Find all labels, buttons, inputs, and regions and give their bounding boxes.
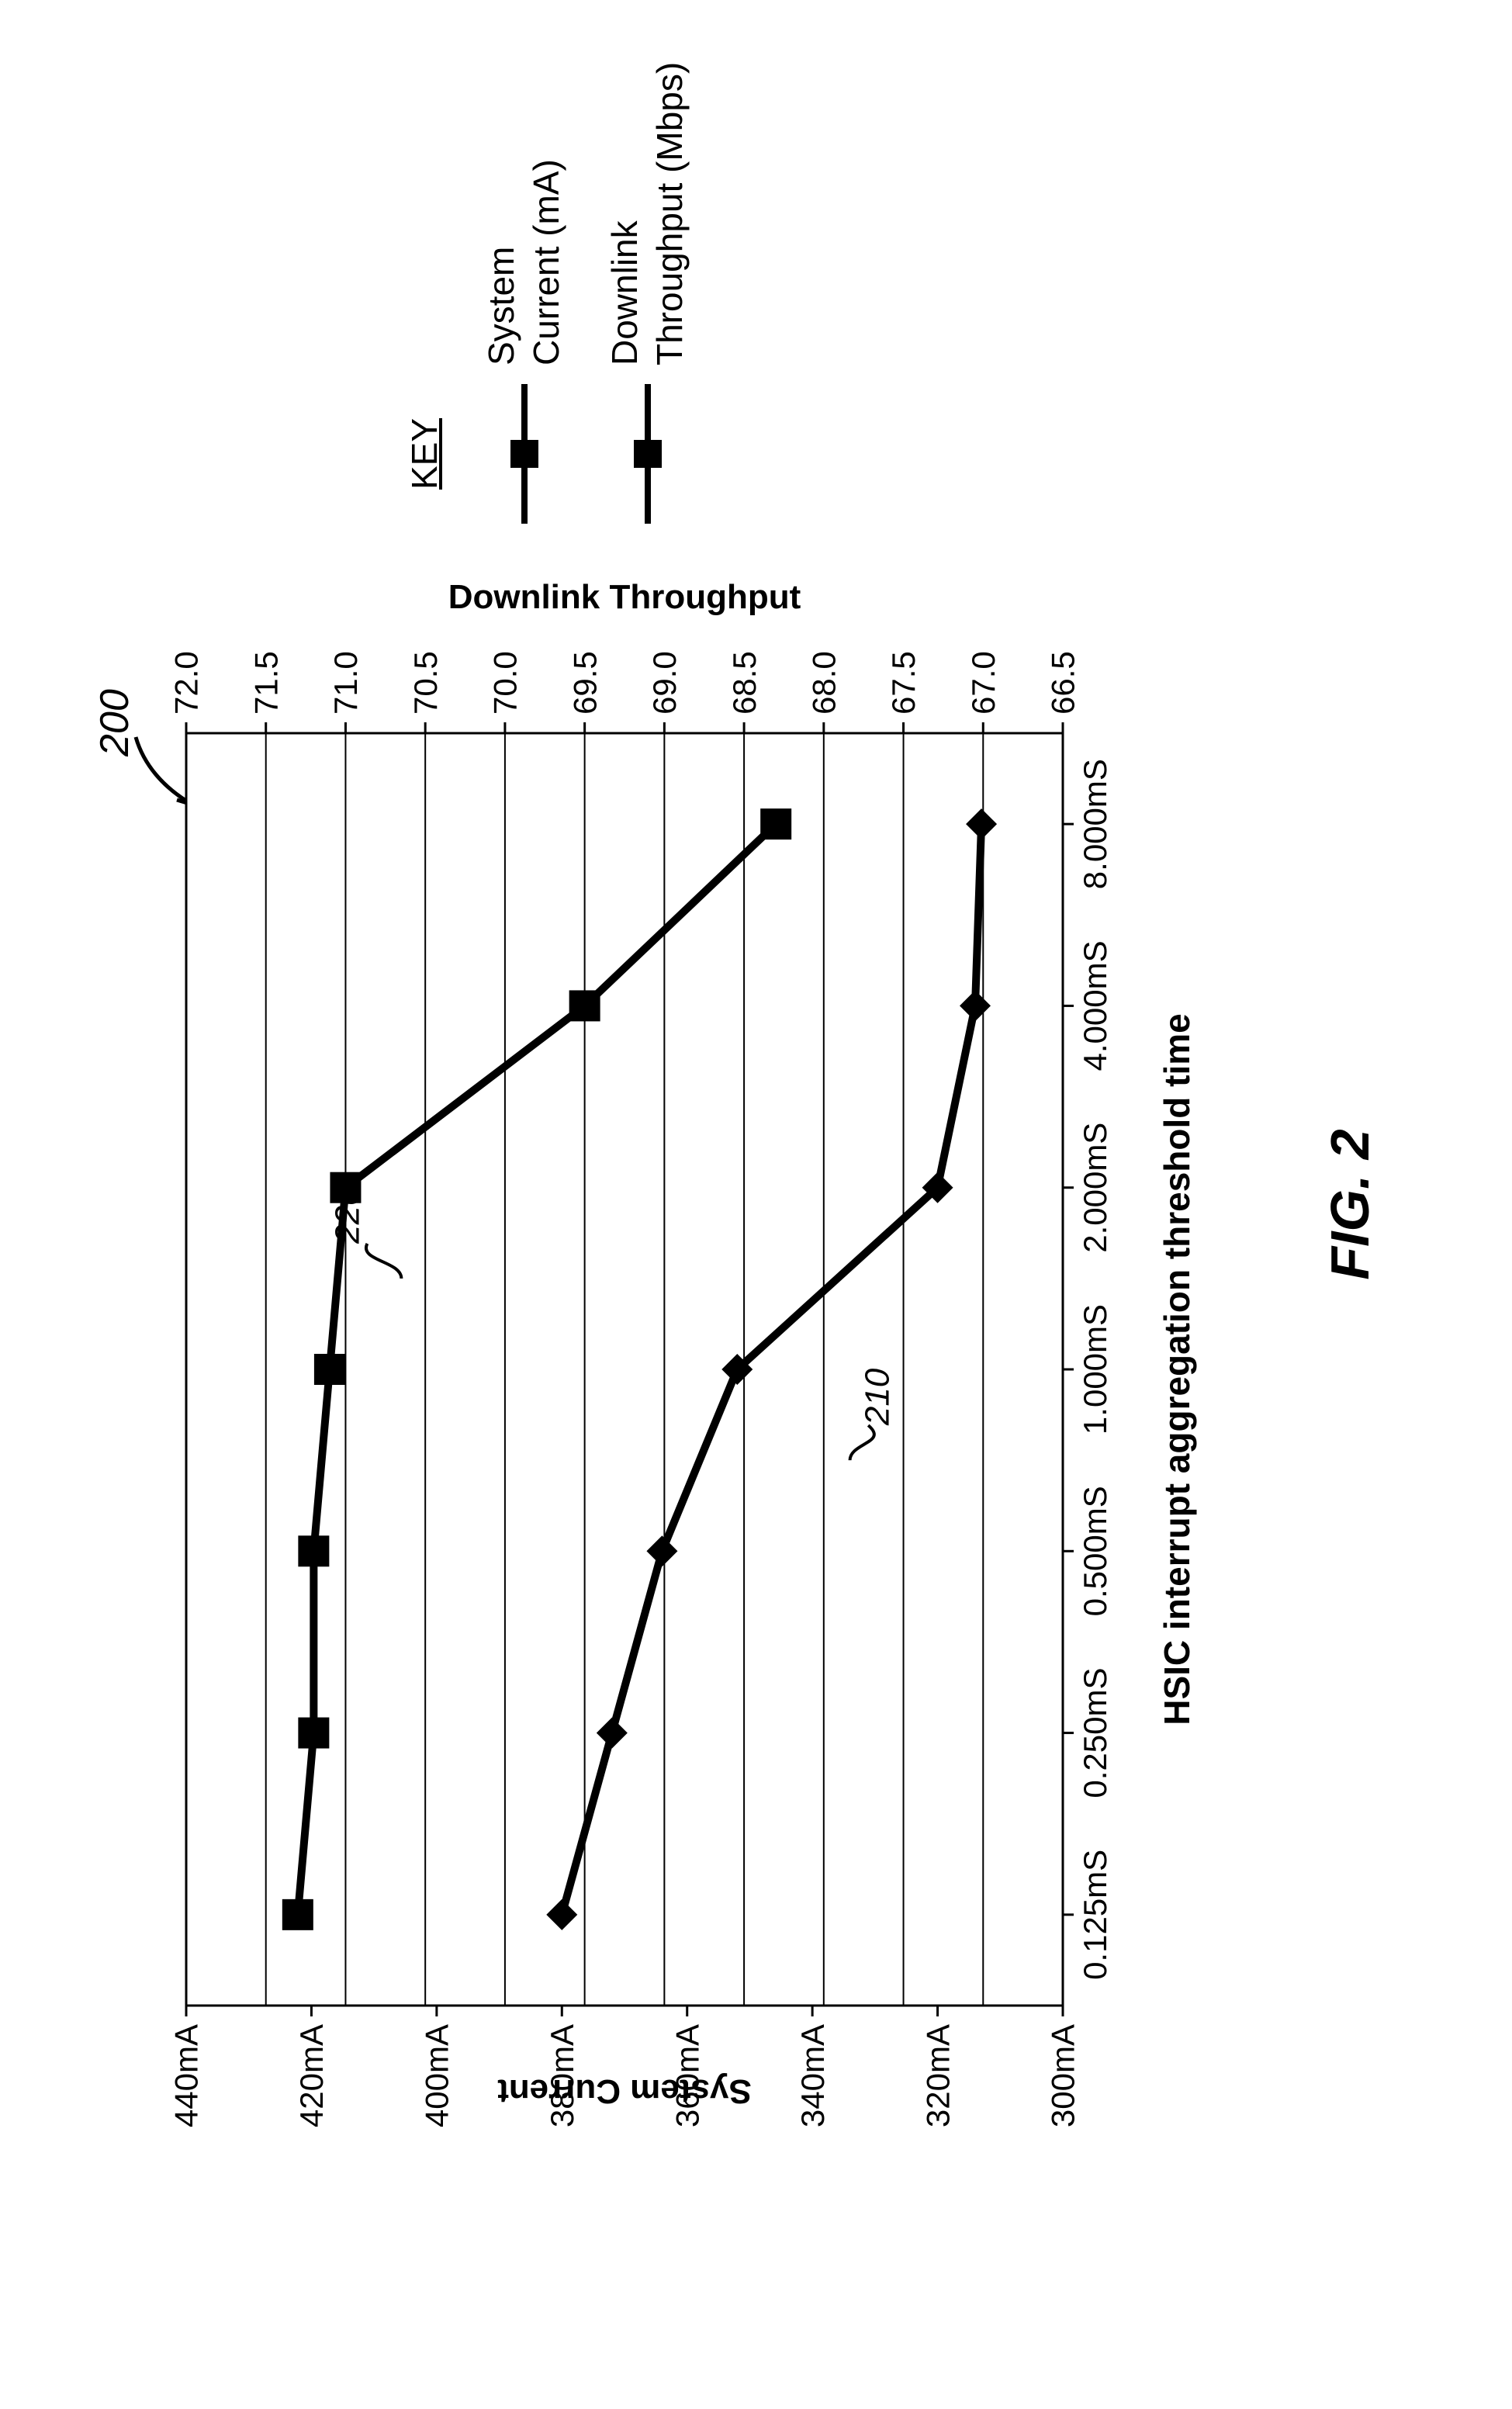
svg-text:67.0: 67.0 [965, 651, 1002, 715]
legend-item-downlink-throughput: Downlink Throughput (Mbps) [603, 27, 692, 524]
chart: 300mA320mA340mA360mA380mA400mA420mA440mA… [0, 0, 1512, 2409]
svg-text:1.000mS: 1.000mS [1077, 1304, 1113, 1435]
legend-label-system-current: System Current (mA) [479, 159, 569, 365]
legend-label-downlink-throughput: Downlink Throughput (Mbps) [603, 62, 692, 365]
legend-title-text: KEY [404, 418, 445, 490]
legend-swatch-diamond [509, 384, 540, 524]
y-right-axis-title: Downlink Throughput [407, 578, 842, 617]
figure-caption-text: FIG. 2 [1320, 1129, 1380, 1279]
figure-caption: FIG. 2 [1319, 0, 1381, 2409]
y-left-axis-title-text: System Current [497, 2072, 752, 2110]
svg-text:72.0: 72.0 [168, 651, 205, 715]
svg-text:2.000mS: 2.000mS [1077, 1123, 1113, 1253]
svg-text:69.0: 69.0 [646, 651, 683, 715]
landscape-rotator: 200 300mA320mA340mA360mA380mA400mA420mA4… [0, 0, 1512, 2409]
svg-text:71.5: 71.5 [247, 651, 284, 715]
svg-text:210: 210 [859, 1368, 897, 1426]
svg-text:68.5: 68.5 [726, 651, 763, 715]
legend: KEY System Current (mA) Downlink Through… [403, 27, 692, 524]
x-axis-title: HSIC interrupt aggregation threshold tim… [1156, 733, 1198, 2006]
svg-text:440mA: 440mA [168, 2024, 205, 2127]
page: 200 300mA320mA340mA360mA380mA400mA420mA4… [0, 0, 1512, 2409]
svg-text:220: 220 [328, 1186, 366, 1244]
svg-text:68.0: 68.0 [806, 651, 842, 715]
svg-text:66.5: 66.5 [1045, 651, 1081, 715]
legend-item-system-current: System Current (mA) [479, 27, 569, 524]
figure-content: 200 300mA320mA340mA360mA380mA400mA420mA4… [0, 0, 1512, 2409]
svg-text:0.125mS: 0.125mS [1077, 1850, 1113, 1980]
svg-text:420mA: 420mA [293, 2024, 330, 2127]
legend-swatch-square [632, 384, 663, 524]
svg-text:70.0: 70.0 [487, 651, 524, 715]
svg-text:300mA: 300mA [1045, 2024, 1081, 2127]
svg-text:67.5: 67.5 [885, 651, 922, 715]
svg-text:71.0: 71.0 [327, 651, 364, 715]
y-right-axis-title-text: Downlink Throughput [448, 578, 801, 616]
svg-text:4.000mS: 4.000mS [1077, 940, 1113, 1071]
x-axis-title-text: HSIC interrupt aggregation threshold tim… [1157, 1013, 1197, 1725]
y-left-axis-title: System Current [423, 2072, 826, 2110]
legend-title: KEY [403, 384, 445, 524]
svg-text:0.250mS: 0.250mS [1077, 1668, 1113, 1798]
svg-text:69.5: 69.5 [566, 651, 603, 715]
svg-text:8.000mS: 8.000mS [1077, 759, 1113, 889]
svg-text:0.500mS: 0.500mS [1077, 1486, 1113, 1616]
svg-text:320mA: 320mA [919, 2024, 956, 2127]
svg-text:70.5: 70.5 [407, 651, 444, 715]
